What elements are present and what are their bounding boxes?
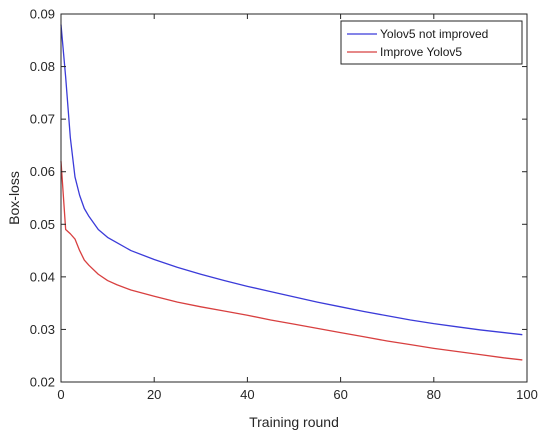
x-tick-label: 40 bbox=[240, 387, 254, 402]
y-tick-label: 0.09 bbox=[30, 7, 55, 22]
x-tick-label: 20 bbox=[147, 387, 161, 402]
y-tick-label: 0.07 bbox=[30, 112, 55, 127]
series-layer bbox=[60, 24, 523, 361]
legend-box bbox=[340, 20, 523, 65]
x-tick-label: 60 bbox=[333, 387, 347, 402]
y-axis: 0.02 0.03 0.04 0.05 0.06 0.07 0.08 0.09 bbox=[30, 7, 527, 390]
plot-area bbox=[61, 14, 527, 382]
x-axis: 0 20 40 60 80 100 bbox=[57, 14, 538, 402]
y-tick-label: 0.08 bbox=[30, 59, 55, 74]
y-tick-label: 0.02 bbox=[30, 375, 55, 390]
y-tick-label: 0.06 bbox=[30, 164, 55, 179]
legend-label-improved: Improve Yolov5 bbox=[380, 45, 462, 59]
y-tick-label: 0.03 bbox=[30, 322, 55, 337]
x-tick-label: 80 bbox=[427, 387, 441, 402]
legend: Yolov5 not improved Improve Yolov5 bbox=[340, 20, 523, 65]
x-tick-label: 100 bbox=[516, 387, 538, 402]
x-tick-label: 0 bbox=[57, 387, 64, 402]
series-line-not-improved bbox=[60, 24, 523, 336]
series-line-improved bbox=[60, 161, 523, 361]
x-axis-label: Training round bbox=[249, 414, 339, 430]
plot-frame bbox=[60, 13, 528, 383]
y-tick-label: 0.05 bbox=[30, 217, 55, 232]
legend-label-not-improved: Yolov5 not improved bbox=[380, 27, 488, 41]
y-axis-label: Box-loss bbox=[6, 171, 22, 225]
y-tick-label: 0.04 bbox=[30, 269, 55, 284]
